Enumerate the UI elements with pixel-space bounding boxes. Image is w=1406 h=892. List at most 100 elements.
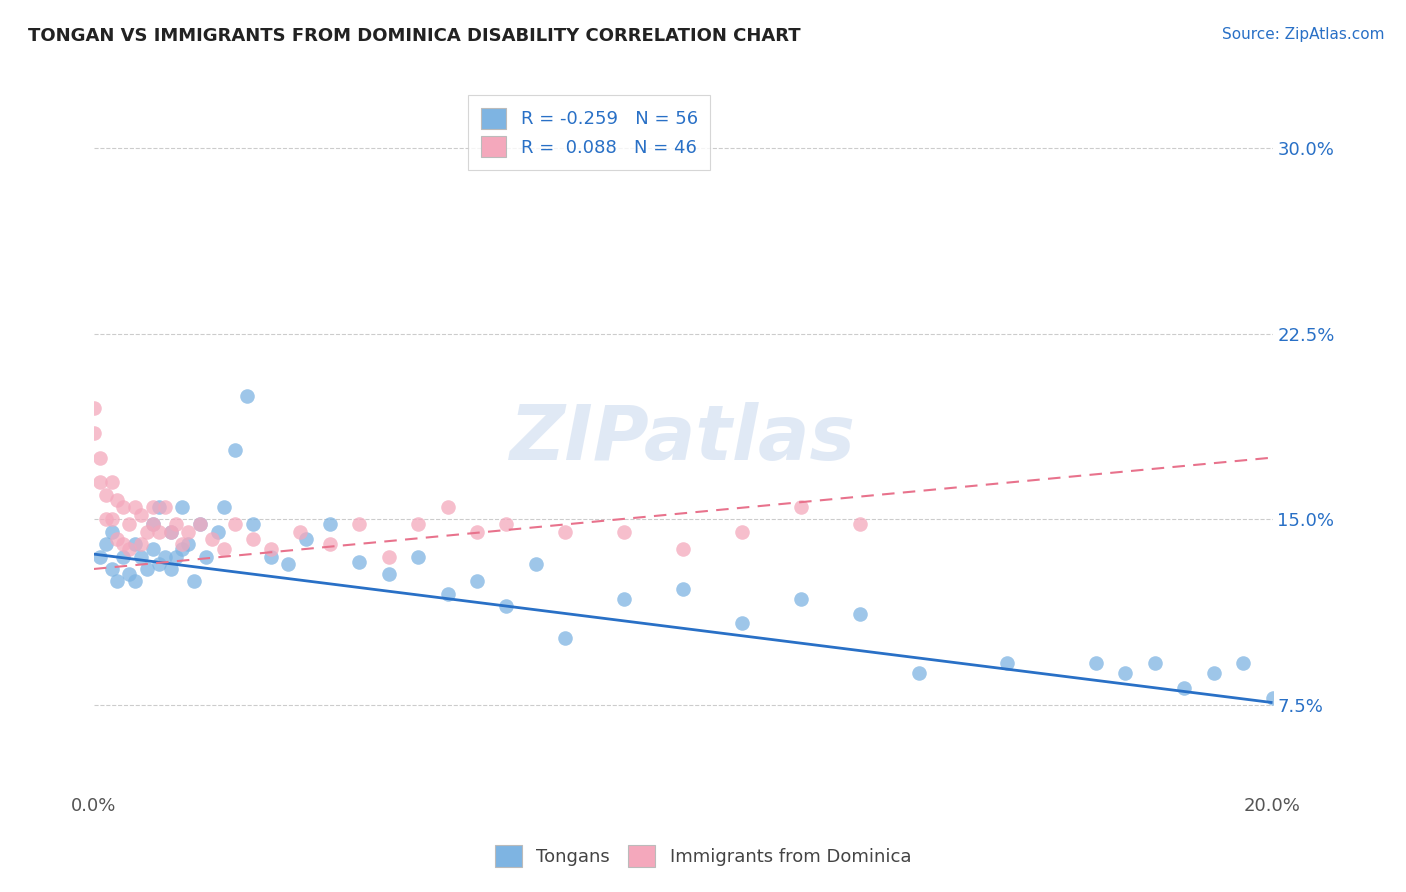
Point [83,425,105,440]
Point [159,562,181,576]
Point [377,566,399,581]
Point [260,549,283,564]
Point [554,524,576,539]
Point [436,500,458,514]
Point [194,549,217,564]
Point [94,488,117,502]
Point [159,524,181,539]
Point [124,574,146,589]
Point [148,524,170,539]
Text: ZIPatlas: ZIPatlas [510,402,856,476]
Point [124,500,146,514]
Point [790,500,813,514]
Point [89,549,111,564]
Point [1143,656,1166,670]
Point [318,537,340,551]
Point [148,557,170,571]
Point [260,542,283,557]
Point [172,537,194,551]
Point [613,591,636,606]
Point [347,555,370,569]
Text: TONGAN VS IMMIGRANTS FROM DOMINICA DISABILITY CORRELATION CHART: TONGAN VS IMMIGRANTS FROM DOMINICA DISAB… [28,27,801,45]
Point [731,524,754,539]
Legend: R = -0.259   N = 56, R =  0.088   N = 46: R = -0.259 N = 56, R = 0.088 N = 46 [468,95,710,169]
Point [236,389,259,403]
Point [224,443,246,458]
Point [94,537,117,551]
Point [159,524,181,539]
Point [112,500,135,514]
Point [495,517,517,532]
Point [347,517,370,532]
Point [89,450,111,465]
Point [295,533,318,547]
Point [136,524,159,539]
Point [100,524,122,539]
Point [908,665,931,680]
Point [142,517,165,532]
Point [613,524,636,539]
Point [183,574,205,589]
Point [107,574,129,589]
Point [1261,690,1284,705]
Point [94,512,117,526]
Point [242,533,264,547]
Point [1084,656,1107,670]
Point [100,512,122,526]
Point [100,562,122,576]
Point [207,524,229,539]
Point [188,517,211,532]
Point [118,542,141,557]
Point [212,542,235,557]
Point [129,549,152,564]
Point [165,549,187,564]
Point [1202,665,1225,680]
Point [172,542,194,557]
Point [118,566,141,581]
Point [148,500,170,514]
Point [1114,665,1136,680]
Point [177,537,200,551]
Point [177,524,200,539]
Point [188,517,211,532]
Point [212,500,235,514]
Point [100,475,122,490]
Point [129,508,152,522]
Legend: Tongans, Immigrants from Dominica: Tongans, Immigrants from Dominica [488,838,918,874]
Point [277,557,299,571]
Point [153,549,176,564]
Point [112,537,135,551]
Point [524,557,547,571]
Point [318,517,340,532]
Point [377,549,399,564]
Point [142,500,165,514]
Point [242,517,264,532]
Point [129,537,152,551]
Point [124,537,146,551]
Point [465,524,488,539]
Point [83,401,105,416]
Point [1232,656,1254,670]
Point [849,607,872,621]
Point [142,542,165,557]
Point [153,500,176,514]
Point [142,517,165,532]
Point [224,517,246,532]
Point [201,533,224,547]
Point [172,500,194,514]
Point [790,591,813,606]
Point [112,549,135,564]
Point [849,517,872,532]
Point [165,517,187,532]
Point [118,517,141,532]
Point [89,475,111,490]
Point [554,632,576,646]
Point [406,517,429,532]
Point [731,616,754,631]
Point [1173,681,1195,695]
Point [290,524,312,539]
Point [672,582,695,596]
Point [406,549,429,564]
Point [107,533,129,547]
Point [436,587,458,601]
